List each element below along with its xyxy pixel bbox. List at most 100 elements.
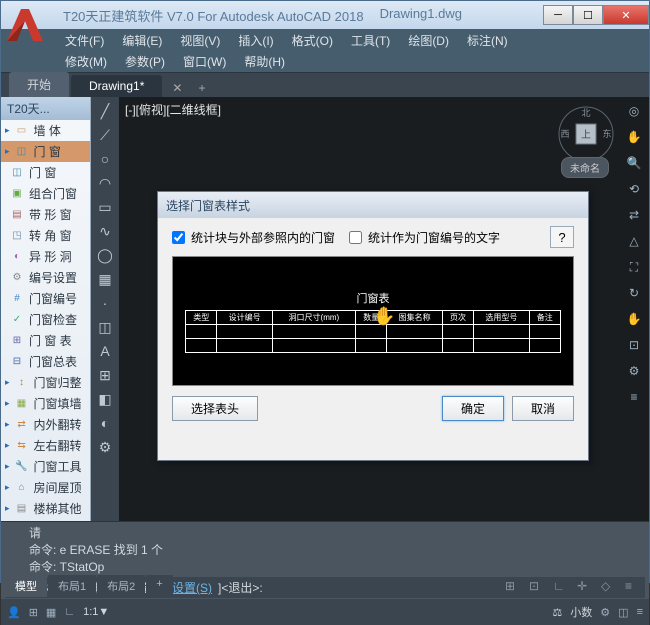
menu-item[interactable]: 插入(I)	[230, 30, 281, 51]
menu-item[interactable]: 视图(V)	[172, 30, 228, 51]
more-tool-icon[interactable]: ⚙	[95, 437, 115, 457]
wipeout-tool-icon[interactable]: ◐	[95, 413, 115, 433]
item-icon: 🔧	[14, 460, 30, 474]
menu-item[interactable]: 窗口(W)	[175, 51, 234, 72]
sidebar-item[interactable]: ◫门 窗	[1, 162, 90, 183]
layout-tab[interactable]: 布局2	[97, 575, 145, 597]
menu-item[interactable]: 绘图(D)	[400, 30, 457, 51]
grid-icon[interactable]: ⊞	[505, 579, 523, 597]
annotation-icon[interactable]: ⚖	[552, 606, 562, 619]
polar-icon[interactable]: ✛	[577, 579, 595, 597]
sidebar-item[interactable]: ▸▦门窗填墙	[1, 393, 90, 414]
tab-drawing[interactable]: Drawing1*	[71, 75, 162, 97]
osnap-icon[interactable]: ◇	[601, 579, 619, 597]
sidebar-item-label: 门 窗 表	[29, 332, 72, 349]
snap-toggle-icon[interactable]: ▦	[46, 606, 56, 619]
model-space-icon[interactable]: 👤	[7, 606, 21, 619]
workspace-icon[interactable]: ⚙	[600, 606, 610, 619]
ellipse-tool-icon[interactable]: ◯	[95, 245, 115, 265]
tab-add-button[interactable]: ✕	[164, 79, 190, 97]
command-area: 请 命令: e ERASE 找到 1 个 命令: TStatOp ▷_ TSTA…	[1, 521, 649, 599]
layout-tab[interactable]: 布局1	[48, 575, 96, 597]
minimize-button[interactable]: ─	[543, 5, 573, 25]
checkbox-text[interactable]	[349, 231, 362, 244]
sidebar-item[interactable]: ⊟门窗总表	[1, 351, 90, 372]
checkbox-blocks[interactable]	[172, 231, 185, 244]
block-tool-icon[interactable]: ◫	[95, 317, 115, 337]
tab-start[interactable]: 开始	[9, 72, 69, 97]
unnamed-view-button[interactable]: 未命名	[561, 157, 609, 178]
pan-icon[interactable]: ✋	[624, 127, 644, 147]
prompt-link[interactable]: 设置(S)	[172, 579, 212, 596]
sidebar-item[interactable]: ▸⌂房间屋顶	[1, 477, 90, 498]
scale-icon[interactable]: ⛶	[624, 257, 644, 277]
orbit-icon[interactable]: ⟲	[624, 179, 644, 199]
sidebar-item[interactable]: ✓门窗检查	[1, 309, 90, 330]
sidebar-item[interactable]: ▸⇆左右翻转	[1, 435, 90, 456]
layout-tab[interactable]: 模型	[5, 575, 47, 597]
layout-add[interactable]: +	[146, 575, 172, 597]
spline-tool-icon[interactable]: ∿	[95, 221, 115, 241]
cmd-line: 请	[29, 524, 645, 541]
scale-display[interactable]: 1:1▼	[83, 606, 109, 618]
sidebar-item[interactable]: ▸▤楼梯其他	[1, 498, 90, 519]
props-icon[interactable]: ≡	[624, 387, 644, 407]
rotate-icon[interactable]: ↻	[624, 283, 644, 303]
sidebar-item[interactable]: ⚙编号设置	[1, 267, 90, 288]
region-tool-icon[interactable]: ◧	[95, 389, 115, 409]
sidebar-item[interactable]: ▣组合门窗	[1, 183, 90, 204]
arc-tool-icon[interactable]: ◠	[95, 173, 115, 193]
menu-item[interactable]: 工具(T)	[343, 30, 398, 51]
lwt-icon[interactable]: ≡	[625, 579, 643, 597]
mirror-icon[interactable]: △	[624, 231, 644, 251]
polyline-tool-icon[interactable]: ⟋	[95, 125, 115, 145]
menu-item[interactable]: 文件(F)	[57, 30, 112, 51]
menu-item[interactable]: 标注(N)	[459, 30, 516, 51]
tab-new-button[interactable]: +	[190, 79, 213, 97]
sidebar-item[interactable]: ▤带 形 窗	[1, 204, 90, 225]
viewcube[interactable]: 上 北 东 西	[557, 105, 615, 163]
hand-icon[interactable]: ✋	[624, 309, 644, 329]
sidebar-item[interactable]: ▸▭墙 体	[1, 120, 90, 141]
hatch-tool-icon[interactable]: ▦	[95, 269, 115, 289]
cancel-button[interactable]: 取消	[512, 396, 574, 421]
snap-icon[interactable]: ⊡	[529, 579, 547, 597]
zoom-icon[interactable]: 🔍	[624, 153, 644, 173]
decimal-mode[interactable]: 小数	[570, 604, 592, 620]
clean-icon[interactable]: ◫	[618, 606, 628, 619]
ok-button[interactable]: 确定	[442, 396, 504, 421]
menu-item[interactable]: 修改(M)	[57, 51, 115, 72]
sidebar-item[interactable]: ▸↕门窗归整	[1, 372, 90, 393]
ortho-icon[interactable]: ∟	[553, 579, 571, 597]
sidebar-item[interactable]: #门窗编号	[1, 288, 90, 309]
help-button[interactable]: ?	[550, 226, 574, 248]
close-button[interactable]: ✕	[603, 5, 649, 25]
gear-icon[interactable]: ⚙	[624, 361, 644, 381]
menu-item[interactable]: 编辑(E)	[114, 30, 170, 51]
maximize-button[interactable]: ☐	[573, 5, 603, 25]
menu-icon[interactable]: ≡	[637, 606, 643, 618]
sidebar-item[interactable]: ▸⇄内外翻转	[1, 414, 90, 435]
ortho-toggle-icon[interactable]: ∟	[64, 606, 75, 618]
key-icon[interactable]: ⊡	[624, 335, 644, 355]
grid-toggle-icon[interactable]: ⊞	[29, 606, 38, 619]
sidebar-item[interactable]: ⊞门 窗 表	[1, 330, 90, 351]
select-header-button[interactable]: 选择表头	[172, 396, 258, 421]
text-tool-icon[interactable]: A	[95, 341, 115, 361]
sidebar-item[interactable]: ▸◫门 窗	[1, 141, 90, 162]
table-tool-icon[interactable]: ⊞	[95, 365, 115, 385]
sidebar-item[interactable]: ◐异 形 洞	[1, 246, 90, 267]
menu-item[interactable]: 格式(O)	[284, 30, 341, 51]
sidebar-item[interactable]: ▸🔧门窗工具	[1, 456, 90, 477]
menu-item[interactable]: 帮助(H)	[236, 51, 293, 72]
preview-pane[interactable]: 门窗表 类型设计编号洞口尺寸(mm)数量图集名称页次选用型号备注 ✋	[172, 256, 574, 386]
sidebar-item[interactable]: ◳转 角 窗	[1, 225, 90, 246]
flip-icon[interactable]: ⇄	[624, 205, 644, 225]
item-icon: ⊟	[9, 355, 25, 369]
nav-wheel-icon[interactable]: ◎	[624, 101, 644, 121]
circle-tool-icon[interactable]: ○	[95, 149, 115, 169]
menu-item[interactable]: 参数(P)	[117, 51, 173, 72]
rect-tool-icon[interactable]: ▭	[95, 197, 115, 217]
line-tool-icon[interactable]: ╱	[95, 101, 115, 121]
point-tool-icon[interactable]: ·	[95, 293, 115, 313]
